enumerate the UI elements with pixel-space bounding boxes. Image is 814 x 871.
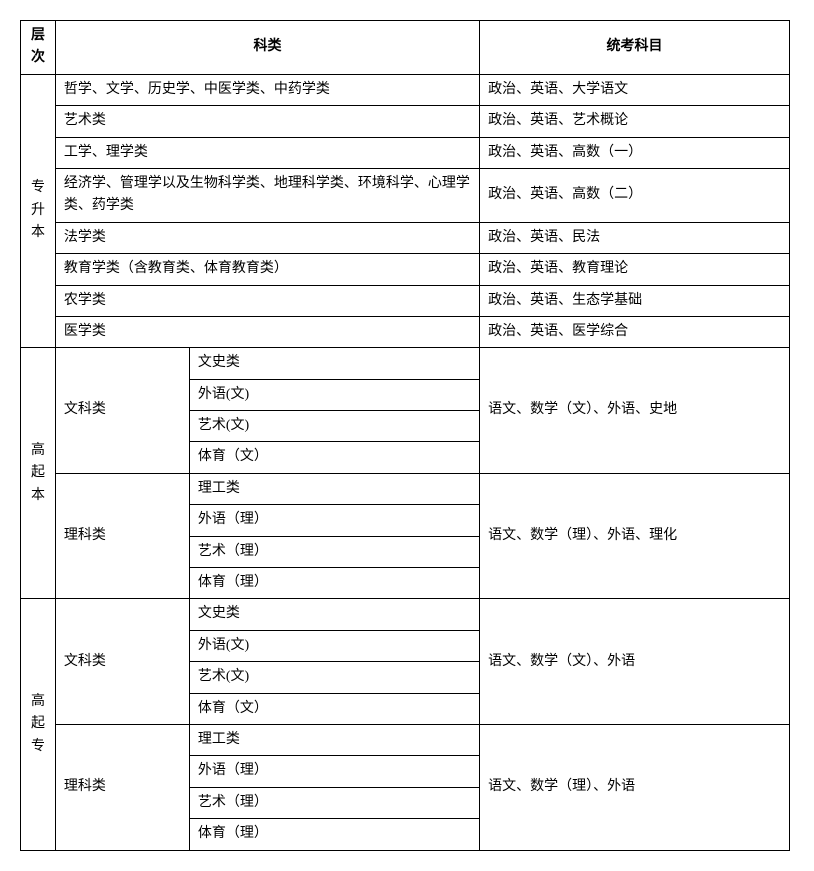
table-row: 理科类 理工类 语文、数学（理）、外语、理化: [21, 473, 790, 504]
subcategory-cell: 艺术(文): [189, 411, 479, 442]
category-cell: 农学类: [55, 285, 479, 316]
table-row: 专升本 哲学、文学、历史学、中医学类、中药学类 政治、英语、大学语文: [21, 74, 790, 105]
subject-cell: 语文、数学（文）、外语: [480, 599, 790, 725]
subject-cell: 政治、英语、医学综合: [480, 316, 790, 347]
subcategory-cell: 体育（文）: [189, 442, 479, 473]
category-cell: 工学、理学类: [55, 137, 479, 168]
table-row: 农学类 政治、英语、生态学基础: [21, 285, 790, 316]
subject-cell: 政治、英语、教育理论: [480, 254, 790, 285]
subcategory-cell: 体育（理）: [189, 568, 479, 599]
subject-cell: 政治、英语、生态学基础: [480, 285, 790, 316]
subject-cell: 政治、英语、高数（二）: [480, 168, 790, 222]
subject-cell: 政治、英语、高数（一）: [480, 137, 790, 168]
subcategory-cell: 外语(文): [189, 379, 479, 410]
subject-cell: 政治、英语、艺术概论: [480, 106, 790, 137]
subject-cell: 语文、数学（文）、外语、史地: [480, 348, 790, 474]
category-cell: 艺术类: [55, 106, 479, 137]
category-cell: 经济学、管理学以及生物科学类、地理科学类、环境科学、心理学类、药学类: [55, 168, 479, 222]
table-row: 高起专 文科类 文史类 语文、数学（文）、外语: [21, 599, 790, 630]
subcategory-cell: 外语（理）: [189, 756, 479, 787]
subcategory-cell: 外语（理）: [189, 505, 479, 536]
subject-cell: 政治、英语、民法: [480, 222, 790, 253]
table-row: 高起本 文科类 文史类 语文、数学（文）、外语、史地: [21, 348, 790, 379]
subcategory-cell: 艺术（理）: [189, 536, 479, 567]
table-header-row: 层次 科类 统考科目: [21, 21, 790, 75]
subject-cell: 语文、数学（理）、外语、理化: [480, 473, 790, 599]
exam-subjects-table: 层次 科类 统考科目 专升本 哲学、文学、历史学、中医学类、中药学类 政治、英语…: [20, 20, 790, 851]
subcategory-cell: 外语(文): [189, 630, 479, 661]
subcategory-cell: 艺术（理）: [189, 787, 479, 818]
group-cell: 文科类: [55, 599, 189, 725]
subject-cell: 政治、英语、大学语文: [480, 74, 790, 105]
category-cell: 教育学类（含教育类、体育教育类）: [55, 254, 479, 285]
subcategory-cell: 艺术(文): [189, 662, 479, 693]
subcategory-cell: 文史类: [189, 348, 479, 379]
header-level: 层次: [21, 21, 56, 75]
level-cell: 专升本: [21, 74, 56, 348]
subcategory-cell: 体育（文）: [189, 693, 479, 724]
table-row: 医学类 政治、英语、医学综合: [21, 316, 790, 347]
group-cell: 理科类: [55, 724, 189, 850]
category-cell: 医学类: [55, 316, 479, 347]
table-row: 工学、理学类 政治、英语、高数（一）: [21, 137, 790, 168]
table-row: 艺术类 政治、英语、艺术概论: [21, 106, 790, 137]
level-cell: 高起本: [21, 348, 56, 599]
subject-cell: 语文、数学（理）、外语: [480, 724, 790, 850]
category-cell: 法学类: [55, 222, 479, 253]
subcategory-cell: 理工类: [189, 473, 479, 504]
subcategory-cell: 文史类: [189, 599, 479, 630]
table-row: 经济学、管理学以及生物科学类、地理科学类、环境科学、心理学类、药学类 政治、英语…: [21, 168, 790, 222]
group-cell: 文科类: [55, 348, 189, 474]
table-row: 教育学类（含教育类、体育教育类） 政治、英语、教育理论: [21, 254, 790, 285]
subcategory-cell: 体育（理）: [189, 819, 479, 850]
table-row: 理科类 理工类 语文、数学（理）、外语: [21, 724, 790, 755]
header-category: 科类: [55, 21, 479, 75]
level-cell: 高起专: [21, 599, 56, 850]
category-cell: 哲学、文学、历史学、中医学类、中药学类: [55, 74, 479, 105]
subcategory-cell: 理工类: [189, 724, 479, 755]
header-subjects: 统考科目: [480, 21, 790, 75]
table-row: 法学类 政治、英语、民法: [21, 222, 790, 253]
group-cell: 理科类: [55, 473, 189, 599]
